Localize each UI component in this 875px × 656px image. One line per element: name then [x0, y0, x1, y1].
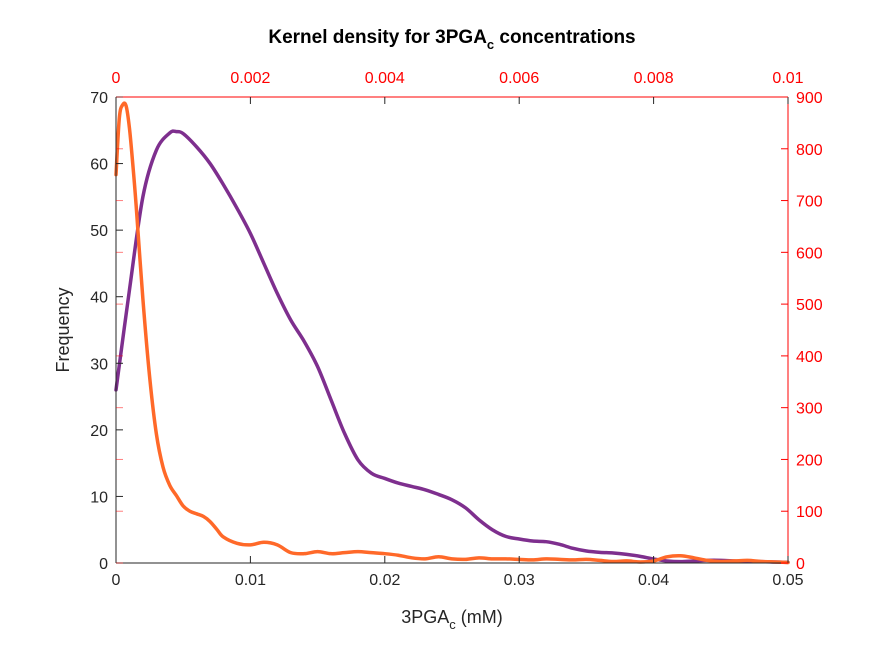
plot-area	[116, 97, 788, 563]
top-tick-label: 0.008	[634, 70, 674, 87]
bottom-tick-label: 0.03	[504, 572, 535, 589]
bottom-tick-label: 0.01	[235, 572, 266, 589]
left-tick-label: 40	[90, 290, 108, 307]
left-tick-label: 70	[90, 90, 108, 107]
left-tick-label: 60	[90, 157, 108, 174]
top-tick-label: 0.01	[772, 70, 803, 87]
bottom-tick-label: 0	[112, 572, 121, 589]
top-tick-label: 0.004	[365, 70, 405, 87]
right-tick-label: 400	[796, 349, 823, 366]
right-tick-label: 700	[796, 194, 823, 211]
bottom-tick-label: 0.02	[369, 572, 400, 589]
right-tick-label: 200	[796, 452, 823, 469]
left-tick-label: 0	[99, 556, 108, 573]
right-tick-label: 600	[796, 245, 823, 262]
chart-title: Kernel density for 3PGAc concentrations	[268, 27, 635, 52]
top-tick-label: 0	[112, 70, 121, 87]
right-tick-label: 0	[796, 556, 805, 573]
x-axis-label: 3PGAc (mM)	[401, 607, 503, 632]
right-tick-label: 500	[796, 297, 823, 314]
right-tick-label: 100	[796, 504, 823, 521]
right-tick-label: 800	[796, 142, 823, 159]
purple-density-line	[114, 129, 790, 565]
right-tick-label: 900	[796, 90, 823, 107]
orange-density-line	[114, 101, 790, 565]
left-tick-label: 50	[90, 223, 108, 240]
right-tick-label: 300	[796, 401, 823, 418]
bottom-tick-label: 0.05	[772, 572, 803, 589]
left-tick-label: 30	[90, 356, 108, 373]
top-tick-label: 0.006	[499, 70, 539, 87]
left-tick-label: 10	[90, 489, 108, 506]
bottom-tick-label: 0.04	[638, 572, 669, 589]
left-tick-label: 20	[90, 423, 108, 440]
top-tick-label: 0.002	[230, 70, 270, 87]
series-layer	[114, 101, 790, 565]
y-axis-label: Frequency	[53, 287, 73, 372]
